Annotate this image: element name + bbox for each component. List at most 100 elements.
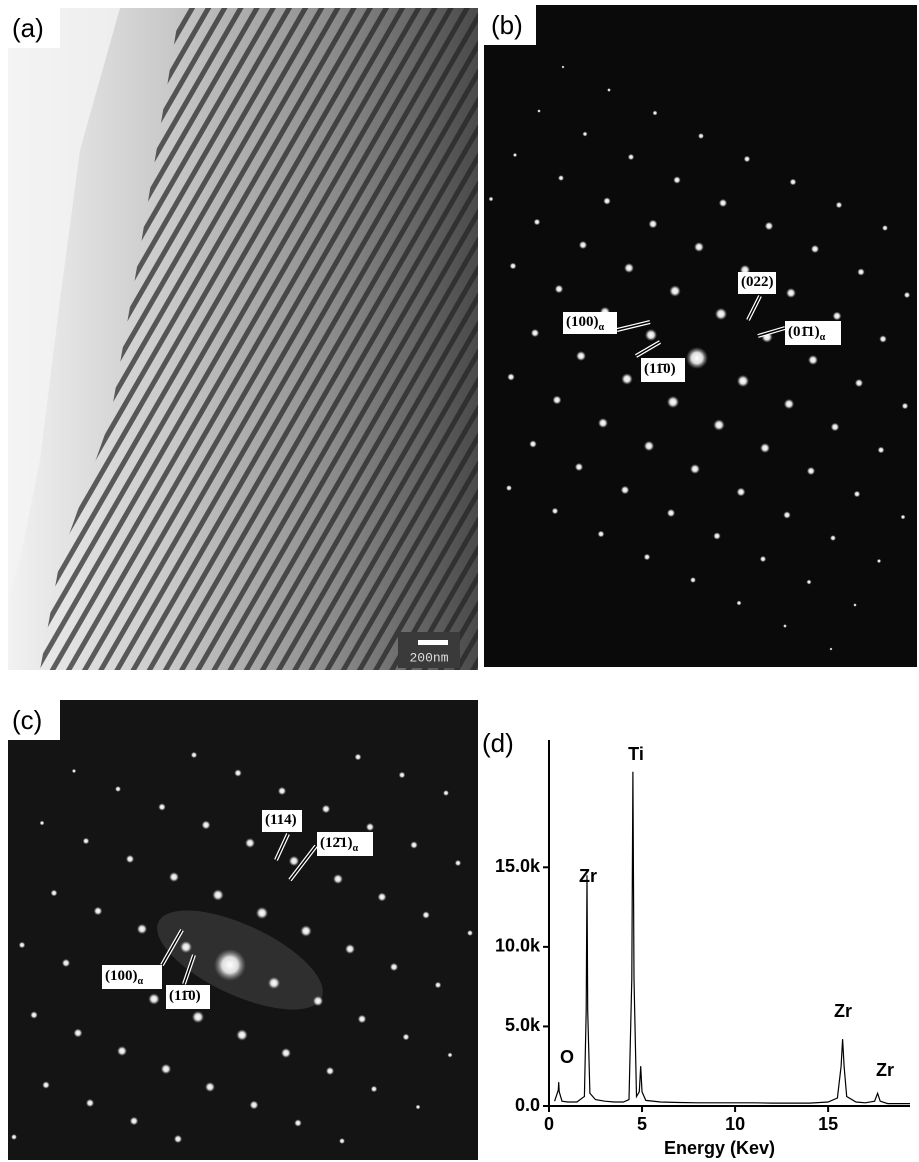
spot xyxy=(649,220,658,229)
spot xyxy=(621,373,632,384)
spot xyxy=(289,856,299,866)
spot xyxy=(268,977,280,989)
spot xyxy=(783,511,791,519)
spot xyxy=(403,1034,410,1041)
spot xyxy=(878,447,885,454)
spot xyxy=(448,1053,453,1058)
spot xyxy=(378,893,387,902)
spot xyxy=(904,292,910,298)
spot xyxy=(790,179,797,186)
spot xyxy=(51,890,58,897)
spot xyxy=(694,242,704,252)
spot xyxy=(719,199,727,207)
y-tick-label: 15.0k xyxy=(495,856,541,876)
peak-label: O xyxy=(560,1047,574,1067)
spot xyxy=(653,111,658,116)
spot xyxy=(737,375,749,387)
spot xyxy=(250,1101,259,1110)
spot xyxy=(811,245,819,253)
spot xyxy=(191,752,197,758)
figure: (a) 200nm (b) (022)(100)α(01̄1)α(11̄0) (… xyxy=(0,0,919,1162)
spot xyxy=(808,355,818,365)
spot xyxy=(713,532,721,540)
spot xyxy=(669,285,680,296)
annotation: (022) xyxy=(741,274,774,290)
annotation-text: (12̄1) xyxy=(320,835,353,851)
spot xyxy=(489,197,494,202)
spot xyxy=(555,285,564,294)
spot xyxy=(161,1064,171,1074)
spot xyxy=(690,577,696,583)
peak-label: Zr xyxy=(579,866,597,886)
spot xyxy=(83,838,90,845)
spot xyxy=(603,197,611,205)
spot xyxy=(737,488,746,497)
annotation-subscript: α xyxy=(820,332,826,343)
spot xyxy=(345,944,355,954)
panel-label: (c) xyxy=(12,705,42,735)
annotation-text: (01̄1) xyxy=(788,324,820,340)
annotation-subscript: α xyxy=(138,976,144,987)
spot xyxy=(148,993,159,1004)
spot xyxy=(686,347,708,369)
spot xyxy=(158,803,166,811)
spot xyxy=(598,531,605,538)
spot xyxy=(579,241,587,249)
panel-a: (a) 200nm xyxy=(8,8,478,670)
spot xyxy=(690,464,700,474)
spot xyxy=(130,1117,139,1126)
spot xyxy=(645,329,657,341)
spot xyxy=(698,133,704,139)
spot xyxy=(715,308,727,320)
panel-c: (c) (114)(12̄1)α(100)α(11̄0) xyxy=(8,700,478,1160)
spot xyxy=(74,1029,83,1038)
spot xyxy=(621,486,630,495)
spot xyxy=(765,222,774,231)
spot xyxy=(180,941,192,953)
spot xyxy=(40,821,45,826)
spot xyxy=(598,418,608,428)
spot xyxy=(784,399,794,409)
x-tick-label: 10 xyxy=(725,1114,745,1134)
spot xyxy=(11,1134,17,1140)
y-tick-label: 0.0 xyxy=(515,1095,540,1115)
spot xyxy=(553,396,562,405)
spot xyxy=(358,1015,367,1024)
annotation: (114) xyxy=(265,812,297,828)
spot xyxy=(644,441,654,451)
spot xyxy=(410,841,418,849)
spot xyxy=(236,1029,247,1040)
spot xyxy=(234,769,242,777)
spot xyxy=(628,154,634,160)
x-tick-label: 5 xyxy=(637,1114,647,1134)
spot xyxy=(624,263,634,273)
spot xyxy=(854,491,861,498)
spot xyxy=(281,1048,291,1058)
spot xyxy=(94,907,103,916)
spot xyxy=(256,907,268,919)
spot xyxy=(30,1011,38,1019)
spot xyxy=(294,1119,302,1127)
spot xyxy=(537,109,541,113)
spot xyxy=(117,1046,127,1056)
annotation-subscript: α xyxy=(353,843,359,854)
annotation-text: (114) xyxy=(265,812,297,828)
spot xyxy=(245,838,255,848)
spot xyxy=(644,554,651,561)
panel-b: (b) (022)(100)α(01̄1)α(11̄0) xyxy=(484,5,917,667)
annotation-text: (100) xyxy=(105,968,138,984)
panel-label: (a) xyxy=(12,13,44,43)
spot xyxy=(435,982,442,989)
spot xyxy=(855,379,863,387)
scale-bar-label: 200nm xyxy=(409,650,448,665)
spot xyxy=(174,1135,182,1143)
spot xyxy=(807,467,815,475)
spot xyxy=(901,515,906,520)
spot xyxy=(126,855,134,863)
spot xyxy=(760,556,766,562)
spot xyxy=(192,1011,204,1023)
spot xyxy=(737,601,742,606)
annotation-text: (11̄0) xyxy=(169,988,201,1004)
spot xyxy=(531,329,539,337)
